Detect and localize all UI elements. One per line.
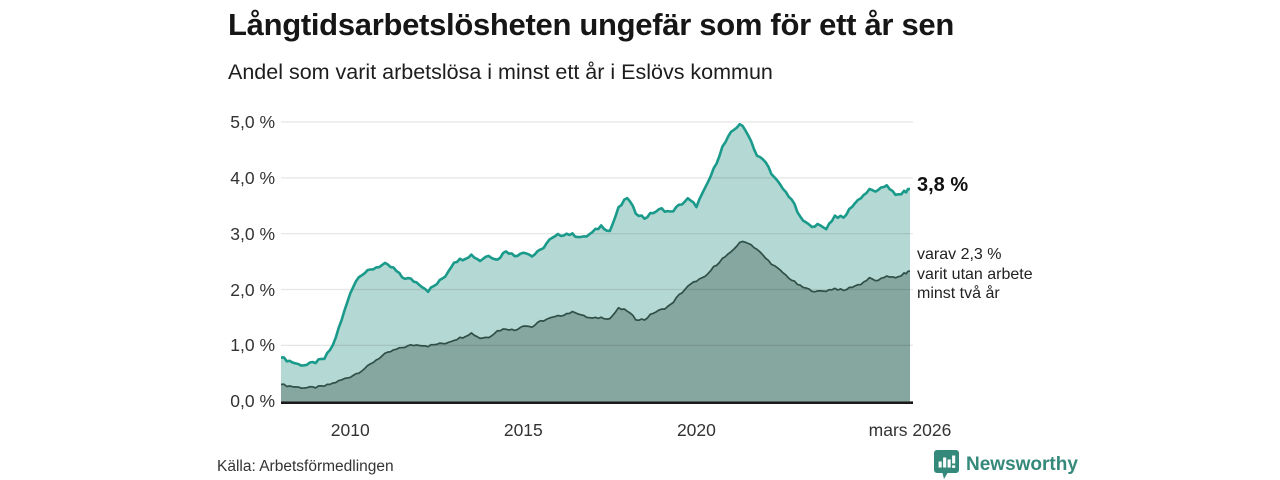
y-axis-label: 2,0 % bbox=[230, 279, 275, 300]
y-axis-label: 4,0 % bbox=[230, 167, 275, 188]
y-axis-label: 0,0 % bbox=[230, 391, 275, 412]
x-axis-label: mars 2026 bbox=[868, 420, 952, 440]
newsworthy-logo-icon bbox=[934, 450, 959, 479]
y-axis-label: 1,0 % bbox=[230, 335, 275, 356]
chart-subtitle: Andel som varit arbetslösa i minst ett å… bbox=[228, 60, 773, 84]
x-axis-label: 2010 bbox=[330, 420, 370, 440]
secondary-series-annotation: varav 2,3 % varit utan arbete minst två … bbox=[917, 246, 1033, 302]
x-axis-label: 2015 bbox=[503, 420, 543, 440]
chart-title: Långtidsarbetslösheten ungefär som för e… bbox=[228, 7, 955, 42]
source-note: Källa: Arbetsförmedlingen bbox=[217, 458, 394, 475]
x-axis-label: 2020 bbox=[676, 420, 716, 440]
y-axis-label: 5,0 % bbox=[230, 112, 275, 132]
last-value-annotation: 3,8 % bbox=[917, 174, 969, 196]
newsworthy-brand-text: Newsworthy bbox=[966, 454, 1078, 475]
y-axis-label: 3,0 % bbox=[230, 223, 275, 244]
newsworthy-brand: Newsworthy bbox=[934, 450, 1078, 480]
